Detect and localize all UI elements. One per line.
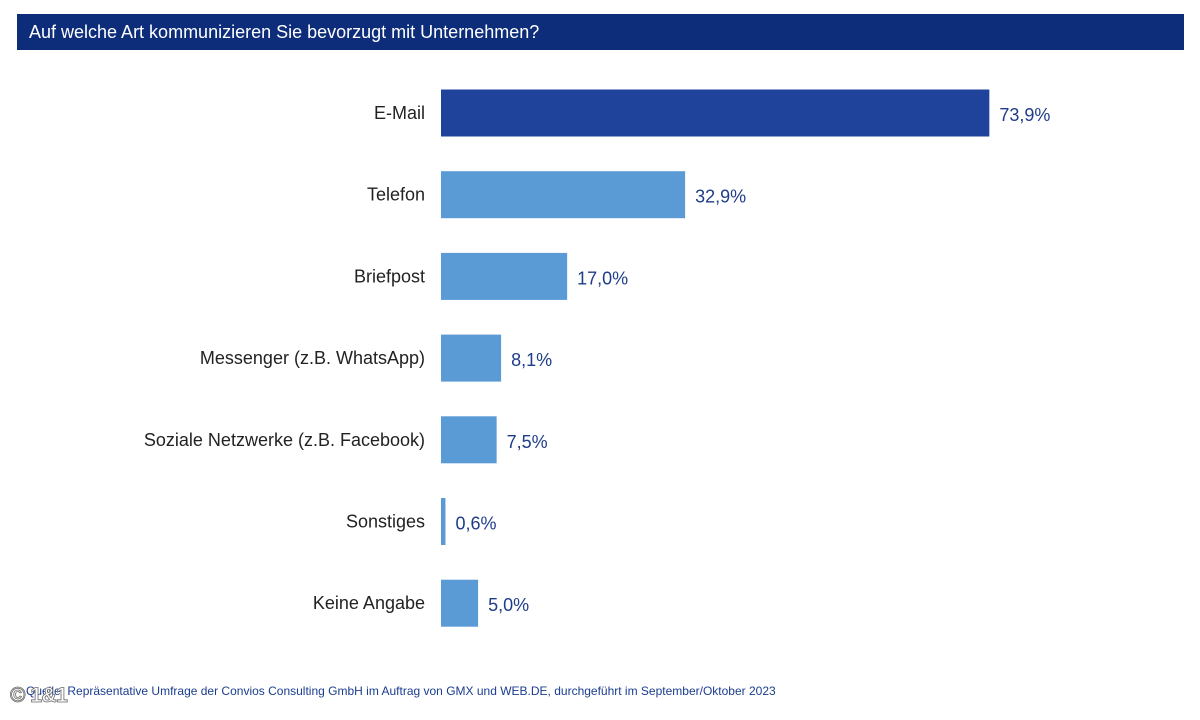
value-label-3: 8,1% [511, 350, 552, 370]
bar-4 [441, 416, 497, 464]
bar-2 [441, 252, 568, 300]
category-label-2: Briefpost [354, 266, 425, 286]
bar-1 [441, 171, 686, 219]
bar-0 [441, 89, 990, 137]
copyright-watermark: © 1&1 [10, 684, 69, 708]
category-label-5: Sonstiges [346, 512, 425, 532]
bar-3 [441, 334, 502, 382]
value-label-0: 73,9% [999, 105, 1050, 125]
value-label-6: 5,0% [488, 595, 529, 615]
bar-6 [441, 579, 479, 627]
value-label-2: 17,0% [577, 268, 628, 288]
value-label-5: 0,6% [455, 514, 496, 534]
category-label-6: Keine Angabe [313, 593, 425, 613]
category-label-3: Messenger (z.B. WhatsApp) [200, 348, 425, 368]
value-label-4: 7,5% [507, 432, 548, 452]
chart-title-bar: Auf welche Art kommunizieren Sie bevorzu… [17, 14, 1184, 50]
chart-title: Auf welche Art kommunizieren Sie bevorzu… [29, 21, 540, 42]
bar-5 [441, 498, 446, 545]
bar-chart: E-Mail 73,9% Telefon 32,9% Briefpost 17,0% Mes… [144, 89, 1050, 627]
category-label-4: Soziale Netzwerke (z.B. Facebook) [144, 430, 425, 450]
category-label-0: E-Mail [374, 103, 425, 123]
source-note: Quelle: Repräsentative Umfrage der Convi… [26, 684, 776, 698]
category-label-1: Telefon [367, 185, 425, 205]
value-label-1: 32,9% [695, 187, 746, 207]
